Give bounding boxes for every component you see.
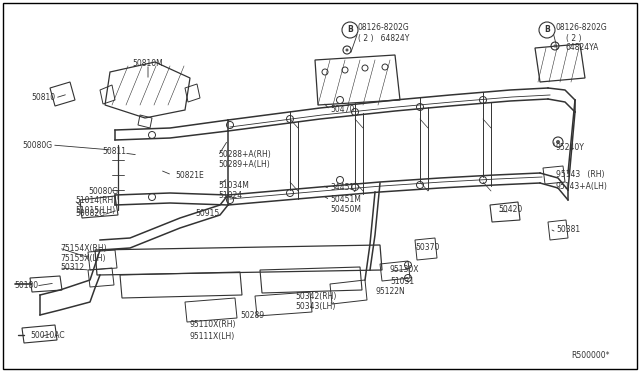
Text: 51034M: 51034M (218, 180, 249, 189)
Text: 50810M: 50810M (132, 58, 163, 67)
Text: 51014(RH): 51014(RH) (75, 196, 116, 205)
Text: 50450M: 50450M (330, 205, 361, 215)
Text: 50010AC: 50010AC (30, 330, 65, 340)
Text: 50082G: 50082G (75, 209, 105, 218)
Text: 50342(RH): 50342(RH) (295, 292, 337, 301)
Text: 08126-8202G: 08126-8202G (555, 23, 607, 32)
Circle shape (342, 22, 358, 38)
Text: 34451J: 34451J (330, 183, 356, 192)
Text: R500000*: R500000* (572, 350, 610, 359)
Text: 75154X(RH): 75154X(RH) (60, 244, 107, 253)
Text: 50312: 50312 (60, 263, 84, 273)
Circle shape (556, 140, 560, 144)
Text: 50288+A(RH): 50288+A(RH) (218, 151, 271, 160)
Text: 50810: 50810 (31, 93, 55, 103)
Text: 50381: 50381 (556, 225, 580, 234)
Text: 50080G: 50080G (22, 141, 52, 150)
Text: B: B (347, 26, 353, 35)
Text: 95110X(RH): 95110X(RH) (190, 321, 237, 330)
Text: 50451M: 50451M (330, 195, 361, 203)
Text: 64824YA: 64824YA (566, 44, 600, 52)
Text: 95143   (RH): 95143 (RH) (556, 170, 605, 180)
Text: 50343(LH): 50343(LH) (295, 302, 335, 311)
Text: ( 2 ): ( 2 ) (566, 33, 582, 42)
Text: 50180: 50180 (14, 280, 38, 289)
Text: 50811: 50811 (102, 148, 126, 157)
Text: 50080G: 50080G (88, 187, 118, 196)
Text: 50470: 50470 (330, 106, 355, 115)
Text: ( 2 )   64824Y: ( 2 ) 64824Y (358, 33, 410, 42)
Text: 50289+A(LH): 50289+A(LH) (218, 160, 269, 170)
Text: 50915: 50915 (195, 209, 220, 218)
Text: 95122N: 95122N (375, 288, 404, 296)
Text: 51031: 51031 (390, 276, 414, 285)
Circle shape (539, 22, 555, 38)
Text: 51015(LH): 51015(LH) (75, 205, 115, 215)
Text: B: B (544, 26, 550, 35)
Text: 50289: 50289 (240, 311, 264, 320)
Text: 95130X: 95130X (390, 266, 419, 275)
Text: 95111X(LH): 95111X(LH) (190, 331, 236, 340)
Text: 50821E: 50821E (175, 170, 204, 180)
Text: 95240Y: 95240Y (556, 144, 585, 153)
Text: 95143+A(LH): 95143+A(LH) (556, 182, 608, 190)
Text: 51024: 51024 (218, 192, 242, 201)
Circle shape (554, 45, 557, 48)
Circle shape (346, 48, 349, 51)
Text: 75155X(LH): 75155X(LH) (60, 253, 106, 263)
Text: 50420: 50420 (498, 205, 522, 215)
Text: 50370: 50370 (415, 244, 440, 253)
Text: 08126-8202G: 08126-8202G (358, 23, 410, 32)
